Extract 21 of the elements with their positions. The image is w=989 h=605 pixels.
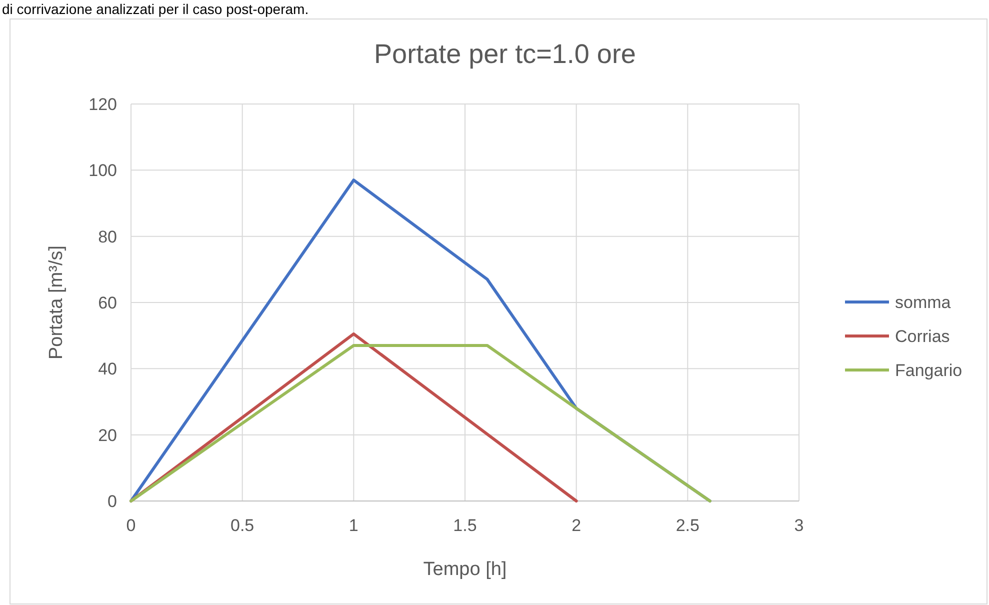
- x-tick-label: 1: [348, 516, 358, 535]
- y-tick-label: 120: [88, 95, 117, 114]
- y-tick-label: 40: [98, 360, 117, 379]
- x-tick-label: 3: [794, 516, 804, 535]
- legend-label: Corrias: [895, 327, 950, 346]
- legend-label: Fangario: [895, 361, 962, 380]
- x-tick-label: 0: [126, 516, 136, 535]
- x-tick-label: 2: [572, 516, 582, 535]
- x-tick-label: 1.5: [453, 516, 477, 535]
- chart-title: Portate per tc=1.0 ore: [374, 39, 636, 69]
- text: di corrivazione analizzati per il caso post-operam.: [2, 1, 309, 17]
- y-tick-label: 0: [108, 492, 117, 511]
- x-tick-label: 0.5: [230, 516, 254, 535]
- y-tick-label: 100: [88, 161, 117, 180]
- y-tick-label: 20: [98, 426, 117, 445]
- x-axis-title: Tempo [h]: [423, 559, 507, 580]
- x-tick-label: 2.5: [676, 516, 700, 535]
- y-axis-title: Portata [m³/s]: [46, 245, 67, 360]
- legend-label: somma: [895, 293, 952, 312]
- y-tick-label: 60: [98, 294, 117, 312]
- y-tick-label: 80: [98, 227, 117, 246]
